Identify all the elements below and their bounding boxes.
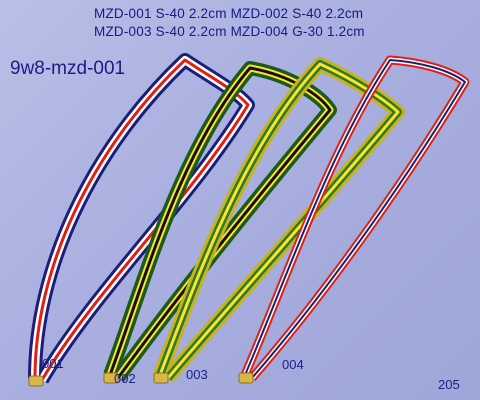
- ribbon-001: [28, 53, 255, 387]
- product-code: 9w8-mzd-001: [10, 58, 126, 79]
- page-number: 205: [438, 377, 460, 392]
- ribbon-004: [238, 55, 470, 384]
- label-002: 002: [114, 371, 136, 386]
- spec-line-1: MZD-001 S-40 2.2cm MZD-002 S-40 2.2cm: [94, 6, 364, 21]
- label-001: 001: [42, 356, 64, 371]
- spec-line-2: MZD-003 S-40 2.2cm MZD-004 G-30 1.2cm: [94, 24, 365, 39]
- label-004: 004: [282, 357, 304, 372]
- label-003: 003: [186, 367, 208, 382]
